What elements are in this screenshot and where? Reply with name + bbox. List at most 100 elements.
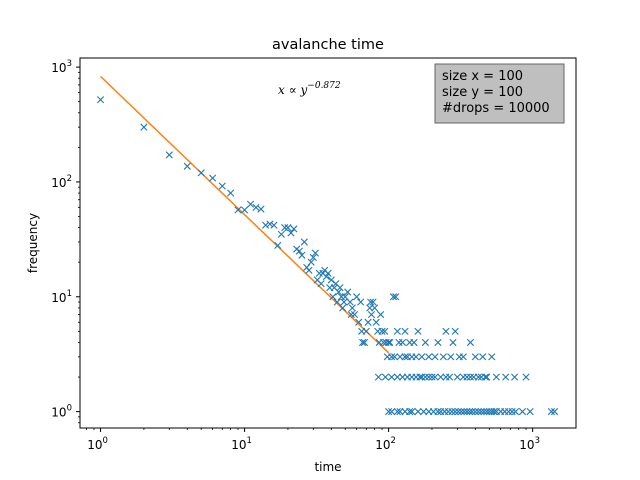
data-point [367, 310, 376, 319]
info-box: size x = 100 size y = 100 #drops = 10000 [434, 63, 565, 124]
data-point [311, 249, 319, 257]
data-point [448, 408, 456, 416]
data-point [377, 310, 385, 319]
data-point [362, 327, 370, 335]
data-point [209, 174, 217, 182]
data-point [488, 353, 496, 361]
data-point [374, 373, 383, 381]
y-tick-label: 102 [51, 174, 72, 190]
data-point [388, 408, 396, 416]
info-line-drops: #drops = 10000 [442, 101, 550, 116]
x-tick-label: 102 [375, 436, 396, 452]
data-point [451, 408, 459, 416]
data-point [442, 327, 450, 335]
data-point [502, 373, 510, 381]
x-tick-label: 103 [519, 436, 540, 452]
data-points [96, 96, 559, 416]
data-point [277, 230, 285, 238]
data-point [257, 205, 265, 213]
data-point [421, 338, 429, 347]
info-box-background [434, 63, 565, 124]
data-point [408, 353, 416, 361]
annotation-exponent: −0.872 [307, 81, 341, 91]
data-point [344, 288, 352, 296]
data-point [477, 408, 485, 416]
y-tick-label: 101 [51, 289, 72, 305]
data-point [355, 318, 363, 326]
data-point [522, 373, 530, 381]
data-point [388, 353, 396, 361]
data-point [379, 338, 387, 347]
data-point [449, 338, 457, 347]
y-tick-label: 103 [51, 59, 72, 75]
data-point [431, 373, 439, 381]
data-point [410, 338, 418, 347]
data-point [197, 169, 205, 177]
data-point [381, 327, 389, 335]
data-point [333, 298, 341, 306]
data-point [463, 408, 471, 416]
data-point [357, 298, 365, 306]
data-point [347, 310, 355, 319]
data-point [412, 373, 420, 381]
data-point [393, 408, 401, 416]
data-point [378, 327, 386, 335]
data-point [274, 241, 282, 250]
data-point [386, 338, 394, 347]
data-point [369, 298, 377, 306]
data-point [511, 373, 519, 381]
data-point [335, 288, 343, 296]
data-point [406, 408, 414, 416]
data-point [401, 327, 409, 335]
data-point [227, 189, 235, 197]
data-point [385, 408, 393, 416]
data-point [317, 280, 325, 288]
data-point [298, 251, 306, 259]
data-point [287, 229, 295, 237]
data-point [329, 293, 337, 301]
x-axis: 100 101 102 103 [86, 428, 540, 452]
data-point [96, 96, 105, 104]
data-point [421, 373, 429, 381]
data-point [300, 238, 308, 246]
data-point [290, 225, 298, 233]
data-point [492, 373, 500, 381]
data-point [350, 310, 359, 319]
data-point [252, 203, 260, 212]
info-line-size-y: size y = 100 [442, 85, 523, 100]
data-point [454, 408, 462, 416]
data-point [466, 373, 475, 381]
data-point [240, 206, 249, 214]
data-point [480, 408, 488, 416]
data-point [307, 258, 315, 266]
data-point [401, 353, 409, 361]
data-point [408, 408, 416, 416]
data-point [439, 353, 447, 361]
data-point [437, 373, 445, 381]
data-point [470, 373, 478, 381]
data-point [392, 293, 400, 301]
data-point [428, 373, 436, 381]
annotation-prefix: x ∝ y [278, 83, 308, 97]
data-point [483, 373, 491, 381]
power-law-annotation: x ∝ y−0.872 [278, 81, 341, 97]
data-point [367, 298, 375, 306]
data-point [511, 408, 520, 416]
data-point [360, 338, 369, 347]
x-tick-label: 101 [231, 436, 252, 452]
data-point [479, 353, 487, 361]
x-tick-label: 100 [87, 436, 108, 452]
data-point [183, 162, 191, 170]
data-point [246, 200, 255, 208]
data-point [340, 298, 348, 306]
chart-title: avalanche time [272, 37, 384, 53]
x-axis-label: time [314, 460, 341, 474]
data-point [518, 408, 527, 416]
data-point [336, 284, 344, 292]
data-point [425, 373, 433, 381]
data-point [434, 338, 442, 347]
plot-area [79, 57, 577, 429]
data-point [266, 220, 274, 228]
